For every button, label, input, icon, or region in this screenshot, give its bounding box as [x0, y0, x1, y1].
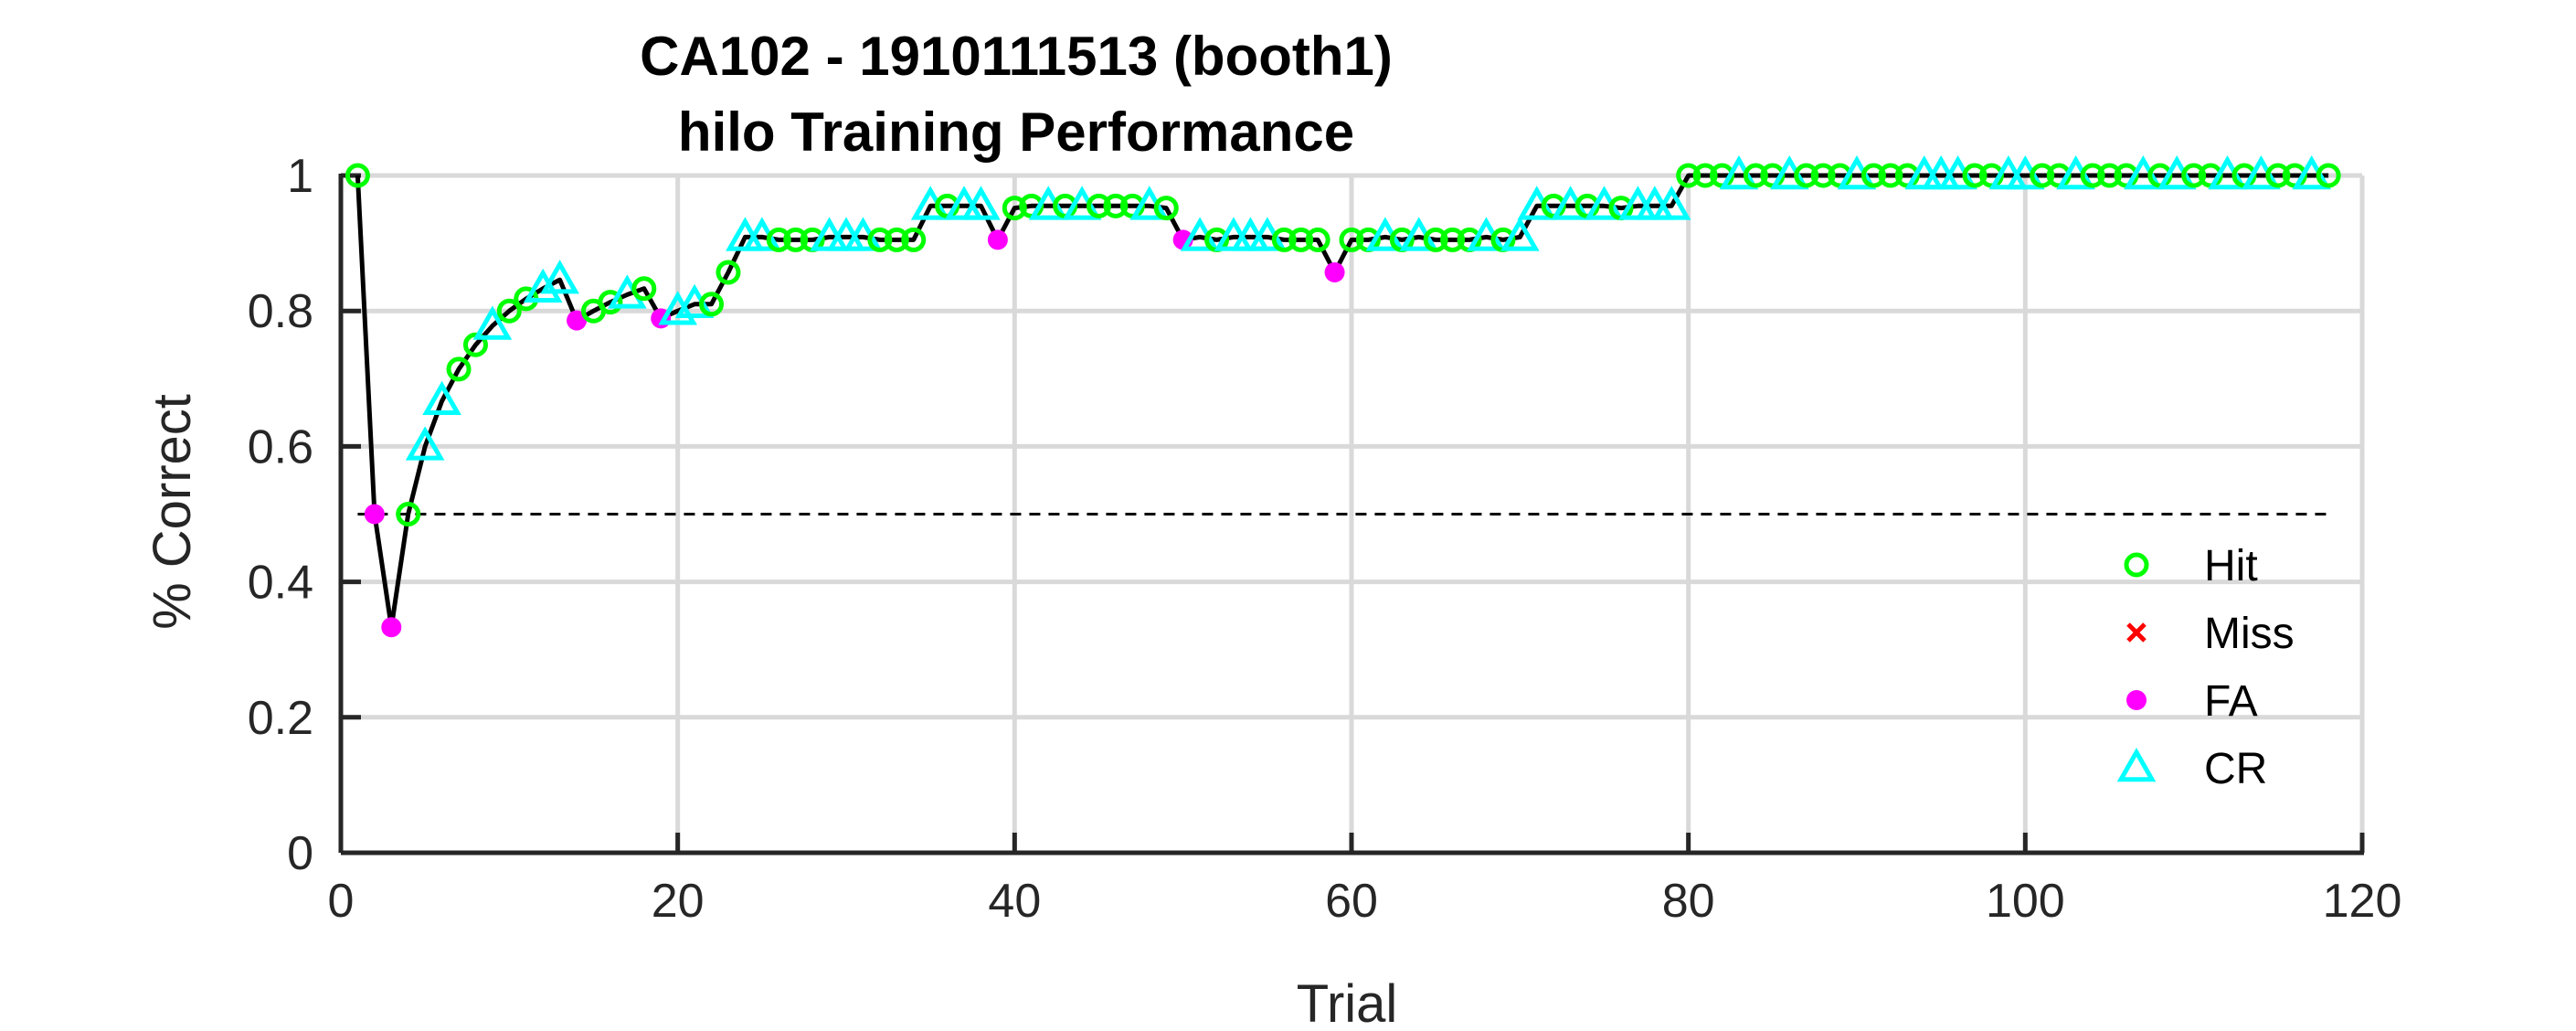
- trial-marker-hit: [1087, 193, 1111, 218]
- trial-marker-hit: [1692, 163, 1718, 188]
- trial-marker-hit: [1288, 227, 1314, 252]
- chart-title: CA102 - 1910111513 (booth1): [640, 26, 1393, 87]
- y-tick-label: 0.2: [248, 692, 313, 745]
- legend-marker-hit: [2124, 552, 2149, 578]
- trial-marker-cr: [422, 380, 461, 416]
- legend-label: CR: [2204, 745, 2267, 793]
- y-tick-label: 0.4: [248, 557, 313, 610]
- legend-marker-fa: [2126, 690, 2147, 710]
- trial-marker-hit: [1339, 227, 1364, 252]
- trial-marker-hit: [1878, 163, 1903, 188]
- y-tick-label: 0.8: [248, 285, 313, 338]
- legend-marker-cr: [2116, 747, 2157, 782]
- trial-marker-hit: [867, 227, 893, 252]
- trial-marker-hit: [2030, 163, 2055, 188]
- trial-marker-hit: [2181, 163, 2207, 188]
- x-tick-label: 80: [1662, 875, 1715, 928]
- legend-label: FA: [2204, 677, 2258, 726]
- trial-marker-hit: [446, 356, 472, 382]
- trial-marker-cr: [961, 186, 1001, 220]
- x-tick-label: 0: [328, 875, 355, 928]
- trial-marker-hit: [1153, 196, 1179, 221]
- trial-marker-hit: [766, 227, 791, 252]
- x-tick-label: 60: [1325, 875, 1378, 928]
- trial-marker-cr: [472, 305, 513, 340]
- trial-marker-fa: [987, 229, 1008, 250]
- trial-marker-cr: [405, 426, 445, 461]
- trial-marker-hit: [783, 227, 809, 252]
- legend-label: Miss: [2204, 610, 2295, 658]
- x-axis-label: Trial: [1297, 974, 1398, 1031]
- x-tick-label: 40: [988, 875, 1041, 928]
- trial-marker-hit: [1305, 227, 1330, 252]
- y-ticks: 0 0.2 0.4 0.6 0.8 1: [248, 150, 361, 880]
- trial-marker-hit: [2265, 163, 2291, 188]
- trial-marker-hit: [1860, 163, 1886, 188]
- trial-marker-fa: [567, 310, 588, 331]
- trial-marker-hit: [1002, 196, 1027, 221]
- trial-marker-hit: [462, 332, 488, 357]
- trial-marker-cr: [540, 260, 579, 294]
- trial-marker-hit: [1103, 193, 1129, 218]
- x-tick-label: 20: [652, 875, 705, 928]
- trial-marker-hit: [1423, 227, 1448, 252]
- trial-marker-hit: [1810, 163, 1836, 188]
- trial-marker-cr: [1651, 186, 1691, 220]
- x-tick-label: 120: [2323, 875, 2402, 928]
- trial-marker-hit: [716, 260, 741, 285]
- trial-marker-hit: [2097, 163, 2122, 188]
- y-axis-label: % Correct: [143, 394, 202, 630]
- trial-marker-fa: [1324, 261, 1345, 282]
- trial-marker-hit: [1794, 163, 1819, 188]
- legend: Hit Miss FA CR: [2116, 542, 2295, 793]
- miss-stroke: [2126, 622, 2147, 643]
- trial-marker-hit: [2316, 163, 2341, 188]
- trial-marker-hit: [1440, 227, 1466, 252]
- trial-marker-hit: [598, 290, 623, 315]
- trial-marker-hit: [1743, 163, 1768, 188]
- legend-label: Hit: [2204, 542, 2258, 590]
- trial-marker-hit: [901, 227, 927, 252]
- markers: [345, 154, 2341, 638]
- trial-marker-hit: [2080, 163, 2105, 188]
- trial-marker-hit: [631, 276, 657, 302]
- trial-marker-hit: [884, 227, 909, 252]
- trial-marker-fa: [364, 504, 385, 525]
- trial-marker-hit: [496, 298, 522, 324]
- y-tick-label: 1: [287, 150, 313, 203]
- trial-marker-hit: [699, 292, 725, 317]
- trial-marker-cr: [523, 268, 563, 303]
- trial-marker-hit: [1271, 227, 1297, 252]
- trial-marker-hit: [345, 163, 370, 188]
- y-tick-label: 0: [287, 827, 313, 880]
- x-tick-label: 100: [1986, 875, 2065, 928]
- y-tick-label: 0.6: [248, 420, 313, 473]
- trial-marker-hit: [1962, 163, 1988, 188]
- legend-marker-miss: [2126, 622, 2147, 643]
- trial-marker-fa: [381, 617, 402, 638]
- chart-subtitle: hilo Training Performance: [678, 101, 1354, 163]
- trial-marker-cr: [1500, 217, 1540, 251]
- x-ticks: 0 20 40 60 80 100 120: [328, 833, 2402, 928]
- grid: [341, 173, 2365, 853]
- trial-marker-hit: [396, 502, 421, 526]
- trial-marker-hit: [1676, 163, 1701, 188]
